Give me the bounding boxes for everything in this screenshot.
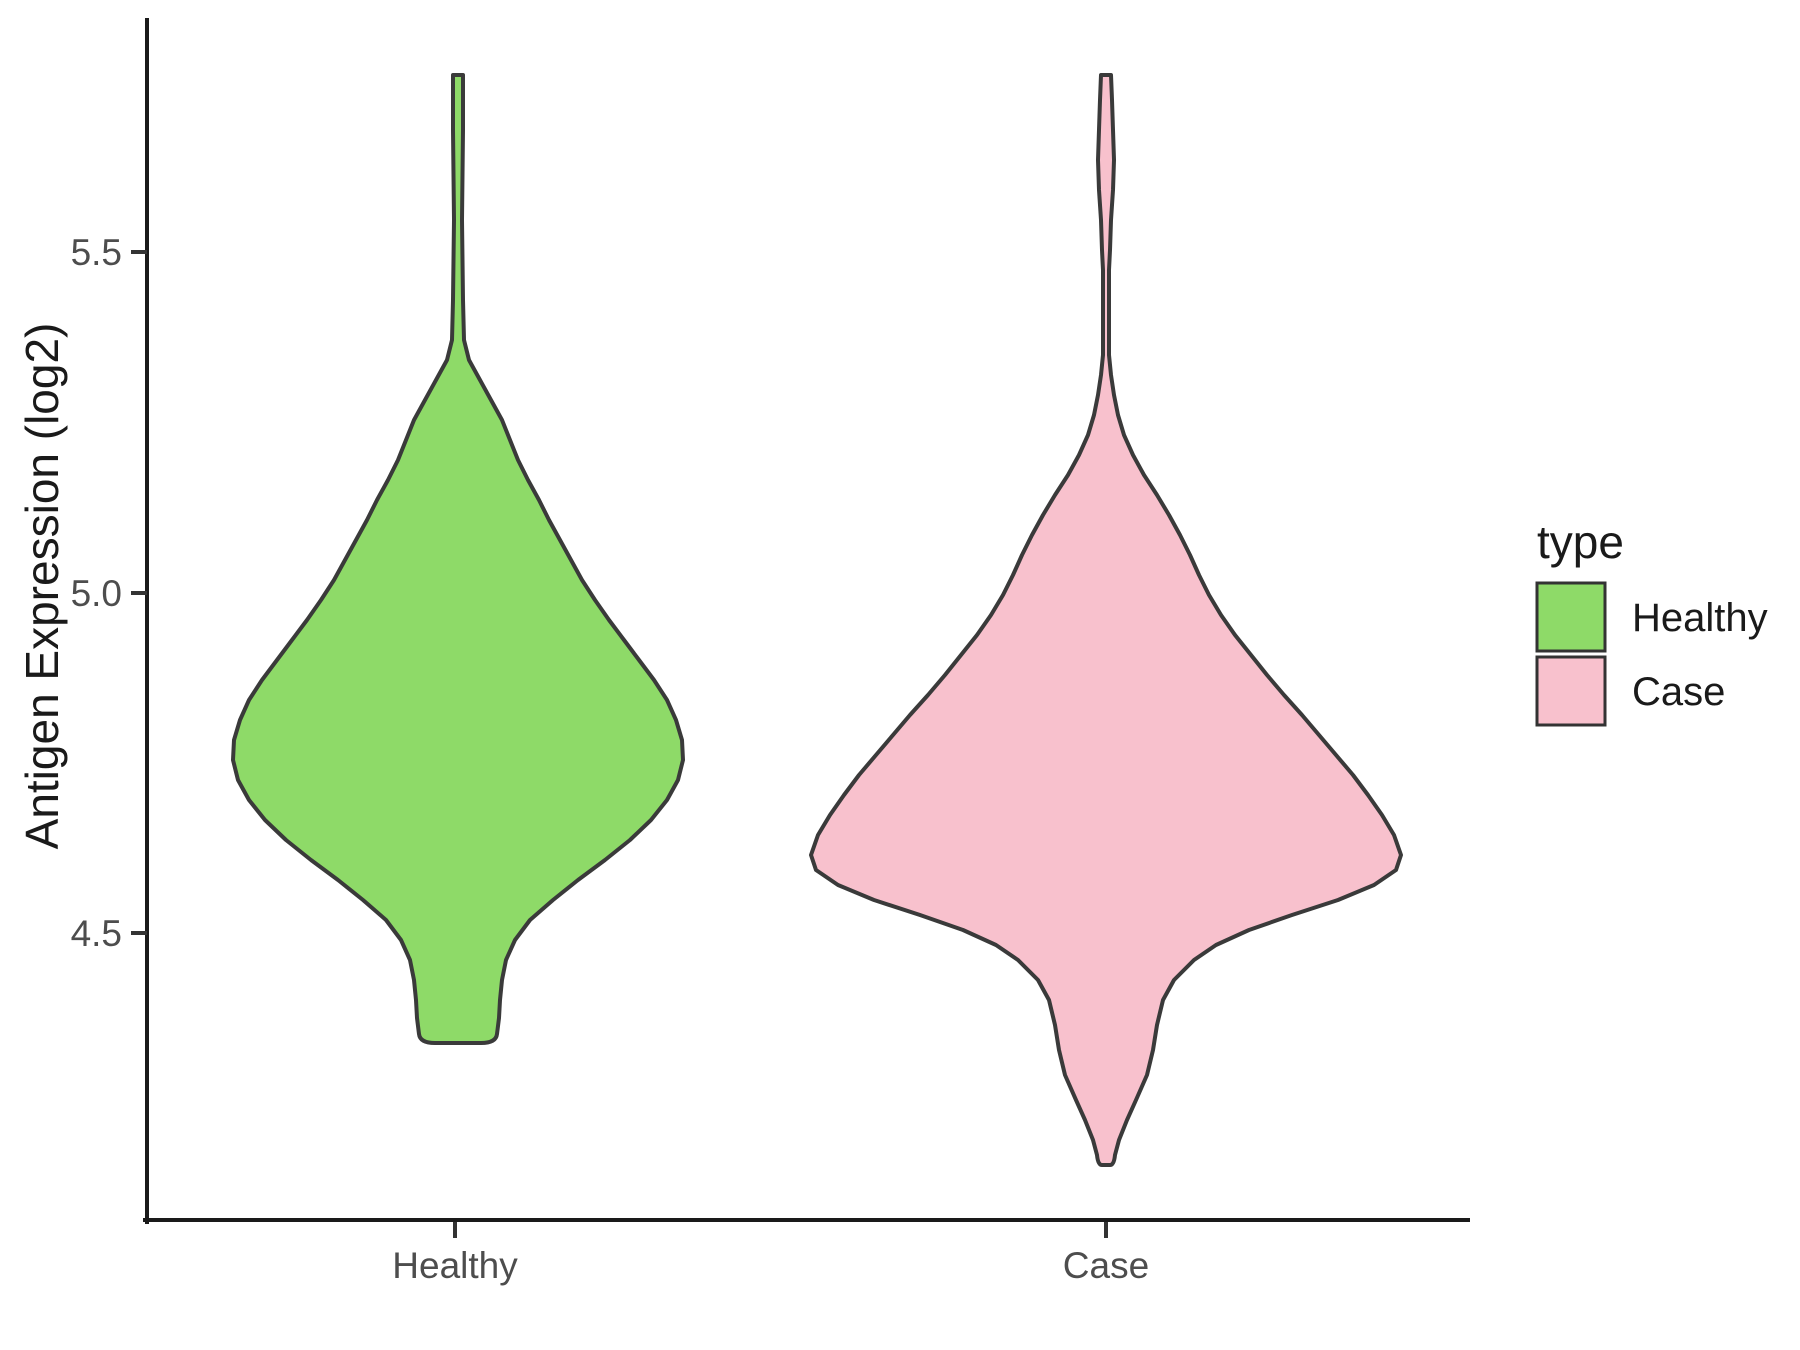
legend-key-case [1535,655,1607,727]
violin-case [809,73,1403,1167]
x-tick-label-healthy: Healthy [392,1245,518,1286]
legend-label-healthy: Healthy [1632,596,1768,640]
legend-label-case: Case [1632,670,1725,714]
y-tick-label-4-5: 4.5 [71,913,122,954]
y-axis-title: Antigen Expression (log2) [16,323,68,850]
legend-title: type [1537,516,1624,568]
y-tick-label-5-0: 5.0 [71,573,122,614]
legend-key-healthy [1535,581,1607,653]
y-tick-label-5-5: 5.5 [71,232,122,273]
x-tick-label-case: Case [1063,1245,1149,1286]
violin-healthy [231,73,685,1045]
